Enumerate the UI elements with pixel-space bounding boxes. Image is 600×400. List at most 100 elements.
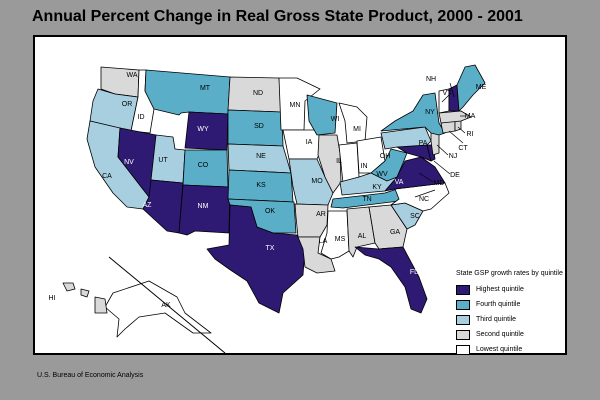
state-label-wv: WV	[376, 171, 388, 178]
state-label-me: ME	[476, 84, 487, 91]
map-panel: WA OR CA ID NV UT AZ MT WY CO NM ND SD NE KS OK TX MN IA MO…	[33, 35, 567, 355]
state-ar	[294, 203, 329, 238]
state-label-nv: NV	[124, 159, 134, 166]
state-label-va: VA	[395, 179, 404, 186]
legend-item: Highest quintile	[456, 282, 566, 297]
state-in	[338, 142, 360, 184]
state-ut	[150, 134, 186, 184]
state-label-co: CO	[198, 162, 209, 169]
leader-line-nc	[414, 189, 436, 198]
state-il	[317, 134, 342, 194]
state-tx	[206, 204, 306, 314]
state-me	[456, 64, 486, 112]
state-label-fl: FL	[410, 269, 418, 276]
state-label-nh: NH	[426, 76, 436, 83]
state-fl	[354, 246, 428, 314]
state-label-ny: NY	[425, 109, 435, 116]
legend-swatch	[456, 344, 470, 355]
legend-label: Third quintile	[476, 316, 517, 323]
state-hi	[62, 282, 108, 314]
state-label-sc: SC	[410, 213, 420, 220]
state-label-ky: KY	[372, 184, 382, 191]
legend-item: Fourth quintile	[456, 297, 566, 312]
state-nj	[430, 132, 440, 156]
state-label-nj: NJ	[449, 153, 458, 160]
inset-layer	[108, 256, 226, 353]
state-label-hi: HI	[49, 295, 56, 302]
legend-swatch	[456, 299, 470, 310]
state-label-ma: MA	[465, 113, 476, 120]
state-label-nm: NM	[198, 203, 209, 210]
state-mt	[144, 69, 231, 116]
state-label-ak: AK	[161, 302, 171, 309]
state-label-ar: AR	[316, 211, 326, 218]
states-layer	[62, 64, 486, 338]
state-ri	[454, 120, 462, 132]
inset-divider	[108, 256, 226, 353]
leader-line-nj	[436, 144, 449, 156]
state-label-ms: MS	[335, 236, 346, 243]
state-ny	[380, 92, 446, 136]
legend-label: Highest quintile	[476, 286, 524, 293]
legend-item: Third quintile	[456, 312, 566, 327]
state-label-ut: UT	[158, 157, 168, 164]
state-label-oh: OH	[380, 153, 391, 160]
legend-swatch	[456, 284, 470, 295]
state-label-id: ID	[138, 114, 145, 121]
legend-swatch	[456, 329, 470, 340]
state-label-ga: GA	[390, 229, 400, 236]
state-label-ri: RI	[467, 131, 474, 138]
state-nm	[178, 184, 231, 236]
leader-line-nh	[449, 82, 455, 98]
state-label-nc: NC	[419, 196, 429, 203]
legend-swatch	[456, 314, 470, 325]
legend: State GSP growth rates by quintile Highe…	[456, 270, 566, 357]
leader-line-ct	[448, 130, 464, 144]
state-label-tx: TX	[266, 245, 275, 252]
state-label-az: AZ	[143, 202, 153, 209]
leader-line-de	[433, 160, 451, 175]
state-label-wy: WY	[197, 126, 209, 133]
state-label-or: OR	[122, 101, 133, 108]
state-label-tn: TN	[362, 196, 371, 203]
state-label-ca: CA	[102, 173, 112, 180]
legend-label: Fourth quintile	[476, 301, 521, 308]
legend-item: Second quintile	[456, 327, 566, 342]
state-label-mi: MI	[353, 126, 361, 133]
state-wi	[306, 94, 338, 136]
leaders-layer	[414, 82, 466, 198]
map-title: Annual Percent Change in Real Gross Stat…	[32, 8, 523, 25]
state-label-ks: KS	[256, 182, 266, 189]
state-mo	[288, 158, 334, 206]
legend-title: State GSP growth rates by quintile	[456, 270, 563, 277]
legend-label: Second quintile	[476, 331, 524, 338]
state-label-wi: WI	[331, 116, 340, 123]
state-label-mt: MT	[200, 85, 211, 92]
state-label-la: LA	[319, 238, 328, 245]
state-label-ia: IA	[306, 139, 313, 146]
leader-line-vt	[441, 92, 452, 103]
state-label-ne: NE	[256, 153, 266, 160]
state-label-de: DE	[450, 172, 460, 179]
legend-label: Lowest quintile	[476, 346, 523, 353]
state-mi	[338, 102, 368, 144]
state-label-mn: MN	[290, 102, 301, 109]
legend-item: Lowest quintile	[456, 342, 566, 357]
state-label-mo: MO	[311, 178, 323, 185]
state-label-pa: PA	[419, 140, 428, 147]
state-ak	[104, 280, 212, 338]
state-wv	[370, 148, 408, 182]
state-label-vt: VT	[443, 90, 453, 97]
labels-layer: WA OR CA ID NV UT AZ MT WY CO NM ND SD NE KS OK TX MN IA MO…	[49, 72, 487, 309]
us-state-map: WA OR CA ID NV UT AZ MT WY CO NM ND SD NE KS OK TX MN IA MO…	[49, 64, 487, 353]
state-label-md: MD	[434, 180, 445, 187]
state-label-sd: SD	[254, 123, 264, 130]
state-label-nd: ND	[253, 90, 263, 97]
state-label-wa: WA	[126, 72, 137, 79]
leader-line-md	[418, 172, 434, 183]
state-mn	[278, 77, 321, 131]
state-la	[297, 236, 336, 274]
state-label-ct: CT	[458, 145, 468, 152]
state-label-ok: OK	[265, 208, 275, 215]
state-label-in: IN	[361, 163, 368, 170]
